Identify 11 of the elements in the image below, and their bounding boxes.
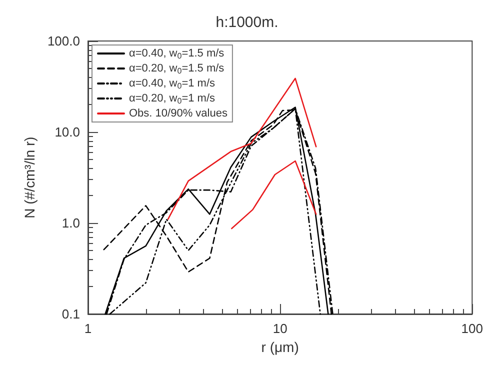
y-tick-label: 0.1 bbox=[62, 306, 80, 322]
legend-label: Obs. 10/90% values bbox=[129, 108, 228, 120]
x-tick-label: 1 bbox=[84, 321, 92, 336]
chart-title: h:1000m. bbox=[216, 14, 278, 31]
y-tick-label: 1.0 bbox=[62, 216, 80, 230]
x-tick-label: 10 bbox=[272, 321, 288, 336]
y-axis-title: N (#/cm³/ln r) bbox=[22, 136, 38, 218]
y-tick-label: 10.0 bbox=[54, 124, 80, 140]
y-tick-label: 100.0 bbox=[47, 34, 80, 48]
x-axis-title: r (μm) bbox=[261, 339, 299, 355]
x-tick-label: 100 bbox=[461, 321, 484, 336]
